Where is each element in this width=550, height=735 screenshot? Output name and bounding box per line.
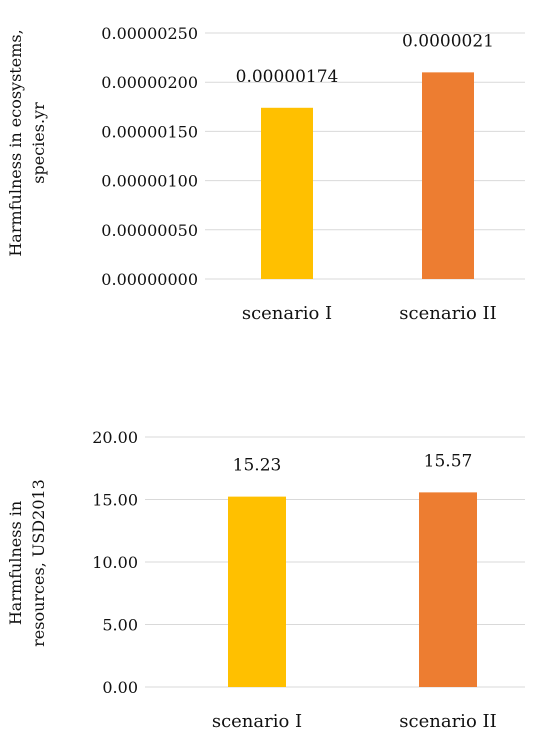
bar-data-label: 0.0000021 (402, 31, 494, 51)
bar-data-label: 15.23 (233, 456, 282, 476)
category-label: scenario I (242, 303, 332, 324)
bar-data-label: 0.00000174 (236, 67, 339, 87)
ecosystems-chart: Harmfulness in ecosystems, species.yr 0.… (6, 24, 525, 324)
y-tick-label: 0.00000050 (101, 221, 198, 240)
y-tick-label: 10.00 (92, 553, 138, 572)
y-tick-label: 0.00000200 (101, 73, 198, 92)
category-label: scenario II (399, 303, 496, 324)
y-tick-label: 0.00000250 (101, 24, 198, 43)
bar (228, 496, 286, 687)
chart2-ylabel-line2: resources, USD2013 (29, 479, 48, 647)
category-label: scenario II (399, 711, 496, 732)
y-tick-label: 0.00000150 (101, 122, 198, 141)
bar-data-label: 15.57 (424, 451, 473, 471)
y-tick-label: 0.00000100 (101, 172, 198, 191)
y-tick-label: 20.00 (92, 428, 138, 447)
chart1-ylabel-line2: species.yr (29, 102, 48, 184)
y-tick-label: 0.00 (102, 678, 138, 697)
resources-chart: Harmfulness in resources, USD2013 0.00 5.… (6, 428, 525, 732)
bar (261, 107, 313, 279)
bar (422, 72, 474, 279)
chart1-ylabel-line1: Harmfulness in ecosystems, (6, 29, 25, 256)
category-label: scenario I (212, 711, 302, 732)
bar (419, 492, 477, 687)
y-tick-label: 5.00 (102, 616, 138, 635)
y-tick-label: 0.00000000 (101, 270, 198, 289)
chart2-ylabel-line1: Harmfulness in (6, 501, 25, 625)
y-tick-label: 15.00 (92, 491, 138, 510)
